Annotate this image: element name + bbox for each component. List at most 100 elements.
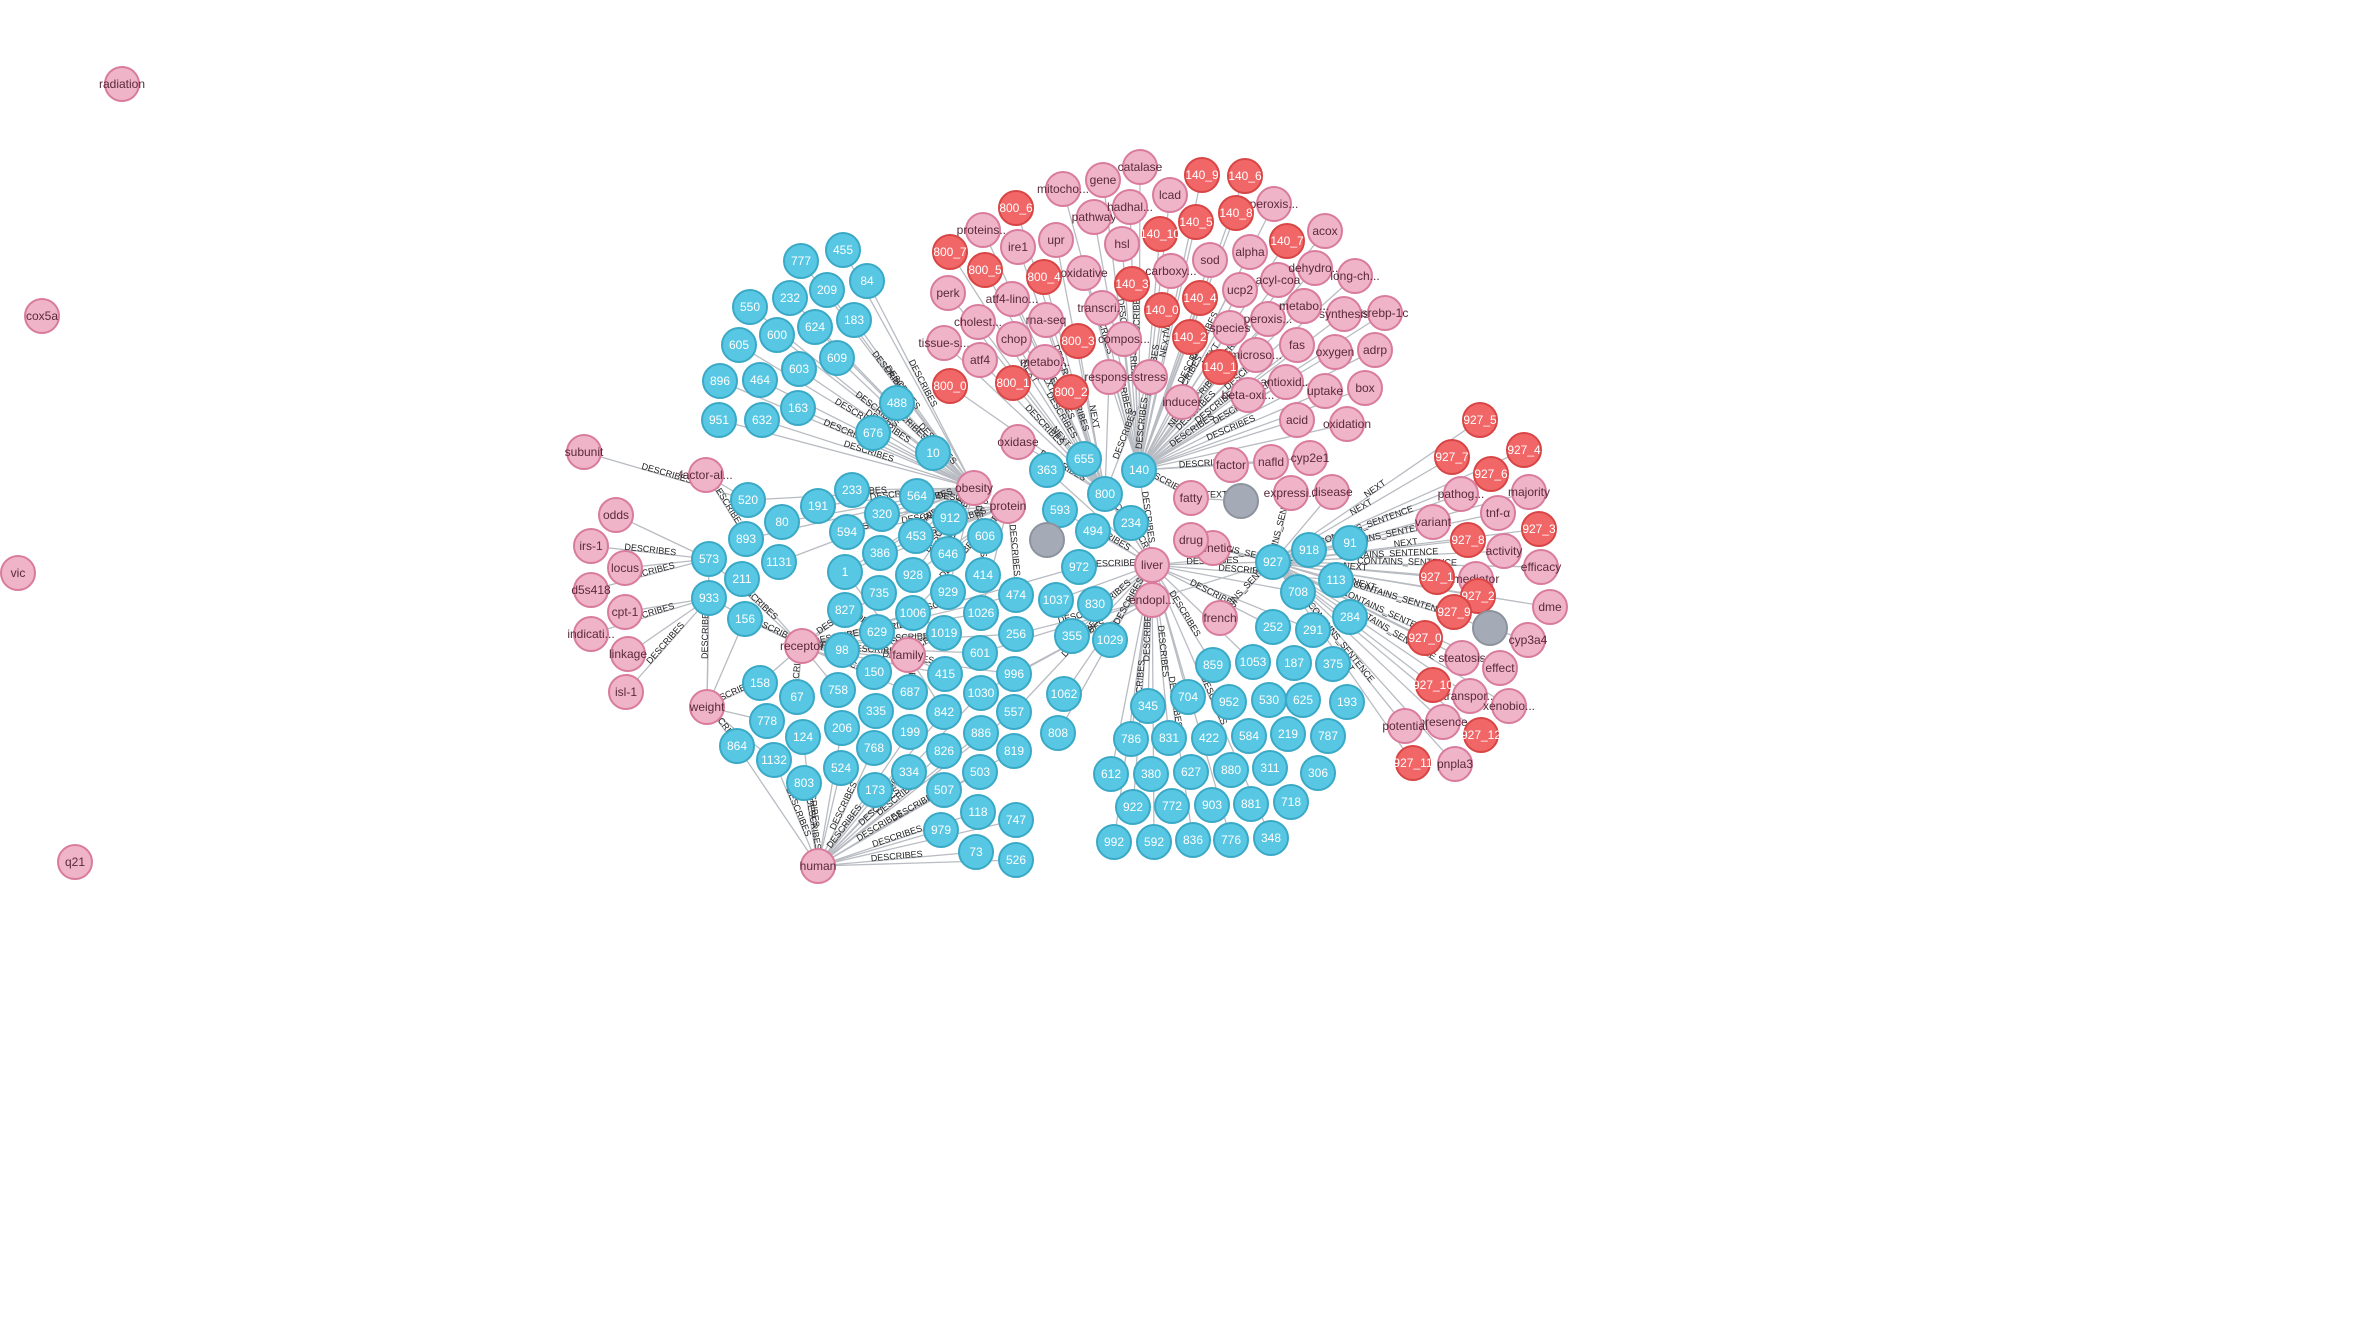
document-node[interactable]: 718 xyxy=(1273,784,1309,820)
chunk-node-circle[interactable] xyxy=(1114,266,1150,302)
entity-node-circle[interactable] xyxy=(1337,258,1373,294)
document-node-circle[interactable] xyxy=(1332,599,1368,635)
document-node[interactable]: 150 xyxy=(856,654,892,690)
document-node-circle[interactable] xyxy=(895,595,931,631)
entity-node-circle[interactable] xyxy=(573,528,609,564)
entity-node-circle[interactable] xyxy=(800,848,836,884)
chunk-node[interactable]: 140_7 xyxy=(1269,223,1305,259)
document-node-circle[interactable] xyxy=(1285,682,1321,718)
chunk-node-circle[interactable] xyxy=(1142,216,1178,252)
entity-node[interactable]: locus xyxy=(607,550,643,586)
document-node-circle[interactable] xyxy=(1251,682,1287,718)
chunk-node[interactable]: 927_9 xyxy=(1436,594,1472,630)
document-node[interactable]: 98 xyxy=(824,632,860,668)
unlabeled-node[interactable] xyxy=(1472,610,1508,646)
document-node-circle[interactable] xyxy=(855,415,891,451)
entity-node[interactable]: rna-seq xyxy=(1026,302,1067,338)
document-node-circle[interactable] xyxy=(779,679,815,715)
entity-node[interactable]: expressi... xyxy=(1264,475,1319,511)
document-node-circle[interactable] xyxy=(701,402,737,438)
document-node-circle[interactable] xyxy=(783,243,819,279)
entity-node-circle[interactable] xyxy=(1238,337,1274,373)
entity-node[interactable]: fas xyxy=(1279,327,1315,363)
document-node[interactable]: 1037 xyxy=(1038,582,1074,618)
entity-node-circle[interactable] xyxy=(1134,582,1170,618)
document-node[interactable]: 819 xyxy=(996,733,1032,769)
document-node-circle[interactable] xyxy=(915,435,951,471)
document-node-circle[interactable] xyxy=(998,616,1034,652)
document-node[interactable]: 612 xyxy=(1093,756,1129,792)
chunk-node[interactable]: 140_8 xyxy=(1218,195,1254,231)
entity-node-circle[interactable] xyxy=(1387,708,1423,744)
document-node[interactable]: 800 xyxy=(1087,476,1123,512)
document-node-circle[interactable] xyxy=(930,536,966,572)
entity-node[interactable]: obesity xyxy=(955,470,993,506)
entity-node-circle[interactable] xyxy=(1444,640,1480,676)
chunk-node[interactable]: 800_3 xyxy=(1060,323,1096,359)
entity-node-circle[interactable] xyxy=(1230,377,1266,413)
entity-node-circle[interactable] xyxy=(1000,229,1036,265)
document-node[interactable]: 594 xyxy=(829,514,865,550)
entity-node[interactable]: acox xyxy=(1307,213,1343,249)
document-node-circle[interactable] xyxy=(1300,755,1336,791)
document-node-circle[interactable] xyxy=(820,672,856,708)
document-node[interactable]: 1131 xyxy=(761,544,797,580)
document-node[interactable]: 1030 xyxy=(963,675,999,711)
entity-node[interactable]: odds xyxy=(598,497,634,533)
document-node[interactable]: 348 xyxy=(1253,820,1289,856)
document-node-circle[interactable] xyxy=(926,694,962,730)
document-node[interactable]: 550 xyxy=(732,289,768,325)
entity-node-circle[interactable] xyxy=(996,321,1032,357)
document-node-circle[interactable] xyxy=(1255,609,1291,645)
chunk-node-circle[interactable] xyxy=(1407,620,1443,656)
chunk-node[interactable]: 800_4 xyxy=(1026,259,1062,295)
chunk-node[interactable]: 140_3 xyxy=(1114,266,1150,302)
document-node-circle[interactable] xyxy=(892,714,928,750)
entity-node[interactable]: atf4 xyxy=(962,342,998,378)
document-node[interactable]: 768 xyxy=(856,730,892,766)
document-node-circle[interactable] xyxy=(824,632,860,668)
entity-node[interactable]: upr xyxy=(1038,222,1074,258)
entity-node[interactable]: french xyxy=(1202,600,1238,636)
entity-node-circle[interactable] xyxy=(24,298,60,334)
entity-node[interactable]: isl-1 xyxy=(608,674,644,710)
chunk-node-circle[interactable] xyxy=(1462,402,1498,438)
entity-node[interactable]: oxidative xyxy=(1060,255,1108,291)
entity-node-circle[interactable] xyxy=(573,616,609,652)
entity-node-circle[interactable] xyxy=(1443,476,1479,512)
document-node[interactable]: 786 xyxy=(1113,721,1149,757)
document-node-circle[interactable] xyxy=(819,340,855,376)
document-node-circle[interactable] xyxy=(1038,582,1074,618)
document-node[interactable]: 803 xyxy=(786,765,822,801)
document-node[interactable]: 488 xyxy=(879,385,915,421)
document-node-circle[interactable] xyxy=(930,574,966,610)
entity-node-circle[interactable] xyxy=(1482,650,1518,686)
entity-node-circle[interactable] xyxy=(1192,242,1228,278)
document-node-circle[interactable] xyxy=(825,232,861,268)
entity-node[interactable]: catalase xyxy=(1118,149,1163,185)
entity-node-circle[interactable] xyxy=(1286,288,1322,324)
entity-node[interactable]: hsl xyxy=(1104,226,1140,262)
chunk-node[interactable]: 140_9 xyxy=(1184,157,1220,193)
document-node[interactable]: 10 xyxy=(915,435,951,471)
document-node[interactable]: 787 xyxy=(1310,718,1346,754)
document-node[interactable]: 415 xyxy=(927,656,963,692)
document-node-circle[interactable] xyxy=(1213,822,1249,858)
document-node-circle[interactable] xyxy=(1175,822,1211,858)
chunk-node-circle[interactable] xyxy=(1450,522,1486,558)
entity-node[interactable]: mitocho... xyxy=(1037,171,1089,207)
document-node-circle[interactable] xyxy=(895,557,931,593)
document-node-circle[interactable] xyxy=(759,317,795,353)
entity-node-circle[interactable] xyxy=(1279,327,1315,363)
chunk-node[interactable]: 927_5 xyxy=(1462,402,1498,438)
entity-node[interactable]: drug xyxy=(1173,522,1209,558)
document-node[interactable]: 600 xyxy=(759,317,795,353)
document-node-circle[interactable] xyxy=(932,500,968,536)
entity-node[interactable]: perk xyxy=(930,275,966,311)
document-node-circle[interactable] xyxy=(1093,756,1129,792)
document-node-circle[interactable] xyxy=(1329,684,1365,720)
document-node-circle[interactable] xyxy=(1133,756,1169,792)
document-node-circle[interactable] xyxy=(809,272,845,308)
document-node-circle[interactable] xyxy=(962,754,998,790)
document-node-circle[interactable] xyxy=(1170,679,1206,715)
